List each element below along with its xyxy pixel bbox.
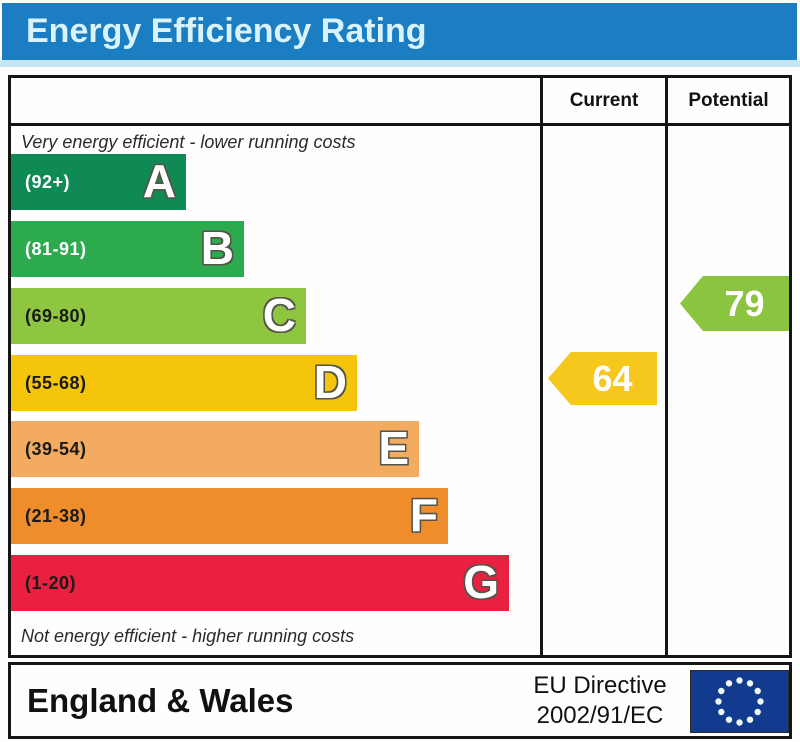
band-b-range: (81-91) xyxy=(25,239,87,259)
column-divider-potential xyxy=(665,78,668,655)
band-b: (81-91) B xyxy=(11,221,244,277)
current-rating-arrow: 64 xyxy=(548,352,657,405)
band-f-letter: F xyxy=(409,489,438,541)
eu-directive-label: EU Directive 2002/91/EC xyxy=(516,671,684,731)
table-header-row xyxy=(11,78,789,126)
band-f-range: (21-38) xyxy=(25,506,87,526)
page-title: Energy Efficiency Rating xyxy=(2,3,797,60)
band-c: (69-80) C xyxy=(11,288,306,344)
column-header-current: Current xyxy=(569,90,639,111)
band-e-letter: E xyxy=(378,422,409,474)
footer: England & Wales EU Directive 2002/91/EC xyxy=(8,662,792,739)
band-d-letter: D xyxy=(313,356,347,408)
band-e-range: (39-54) xyxy=(25,439,87,459)
rating-table: Current Potential Very energy efficient … xyxy=(8,75,792,658)
band-a-letter: A xyxy=(142,155,176,207)
current-rating-value: 64 xyxy=(592,358,633,399)
eu-directive-line2: 2002/91/EC xyxy=(536,702,664,729)
note-very-efficient: Very energy efficient - lower running co… xyxy=(21,132,356,152)
eu-directive-line1: EU Directive xyxy=(533,672,667,699)
band-g-range: (1-20) xyxy=(25,573,77,593)
band-c-letter: C xyxy=(262,289,296,341)
band-b-letter: B xyxy=(200,222,234,274)
band-a-range: (92+) xyxy=(25,172,71,192)
band-e: (39-54) E xyxy=(11,421,419,477)
column-divider-current xyxy=(540,78,543,655)
title-underline-strip xyxy=(0,60,800,67)
potential-rating-value: 79 xyxy=(724,283,765,324)
band-d-range: (55-68) xyxy=(25,373,87,393)
band-c-range: (69-80) xyxy=(25,306,87,326)
footer-region-label: England & Wales xyxy=(27,682,294,719)
note-not-efficient: Not energy efficient - higher running co… xyxy=(21,626,355,646)
band-d: (55-68) D xyxy=(11,355,357,411)
eu-flag-icon xyxy=(690,670,789,733)
band-g: (1-20) G xyxy=(11,555,509,611)
potential-rating-arrow: 79 xyxy=(680,276,789,331)
band-g-letter: G xyxy=(463,556,499,608)
column-header-potential: Potential xyxy=(688,90,769,111)
band-f: (21-38) F xyxy=(11,488,448,544)
band-a: (92+) A xyxy=(11,154,186,210)
